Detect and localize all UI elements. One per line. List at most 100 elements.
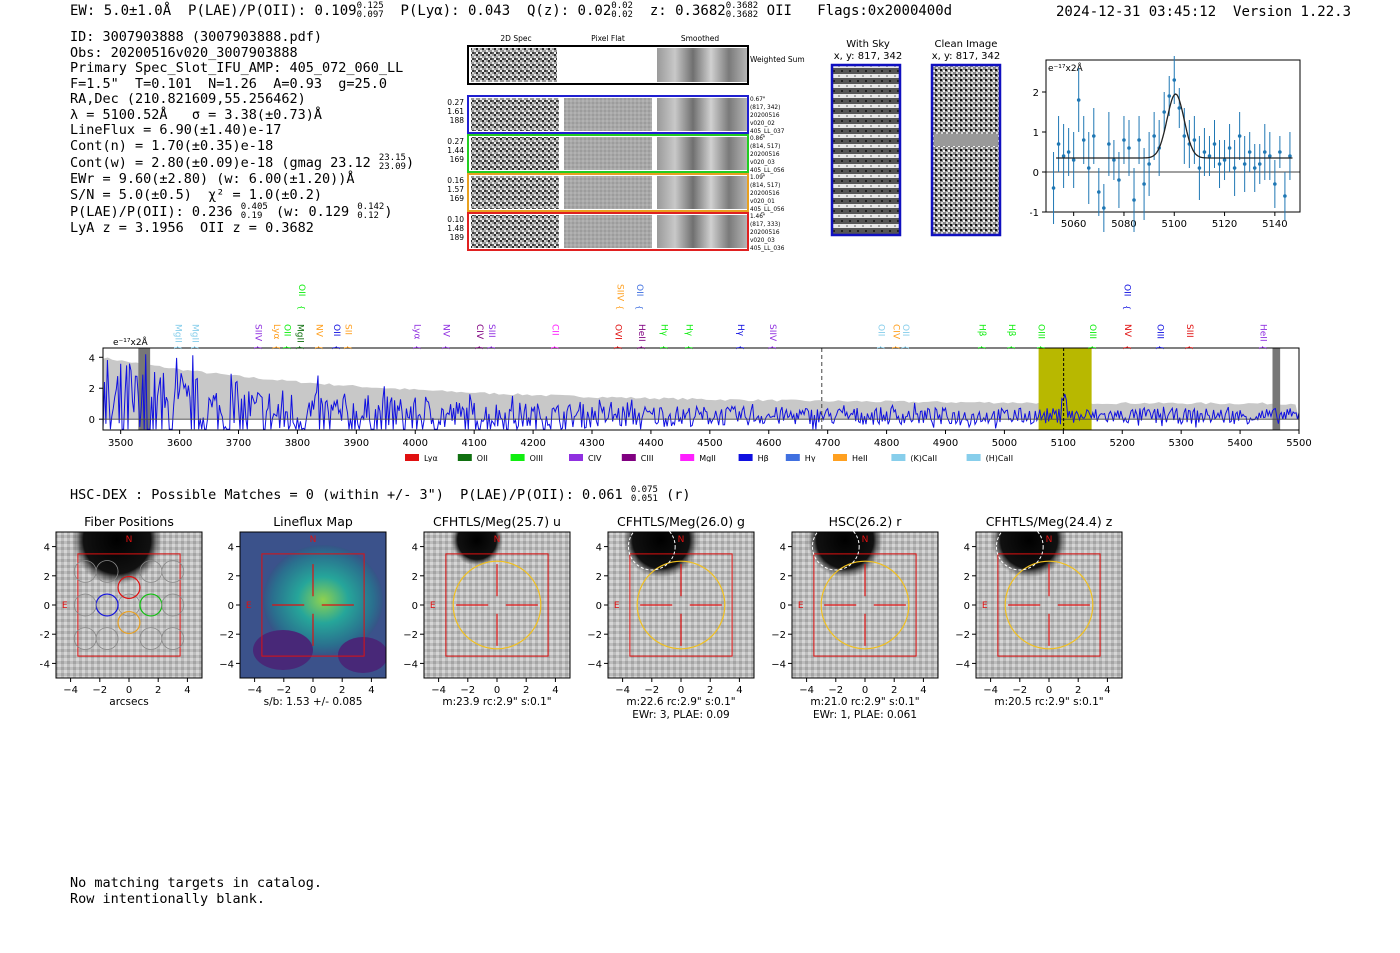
spec-row-left-value: 1.48 bbox=[447, 224, 464, 233]
header-plae: P(LAE)/P(OII): 0.109 bbox=[188, 3, 357, 19]
clean-xy: x, y: 817, 342 bbox=[932, 51, 1001, 62]
spectrum-line-bracket: { bbox=[332, 345, 341, 350]
spec-row-right-value: 20200516 bbox=[750, 191, 780, 197]
stamp-y-tick-label: 0 bbox=[228, 601, 234, 612]
stamp-caption: m:22.6 rc:2.9" s:0.1" bbox=[626, 696, 735, 708]
spectrum-line-bracket: { bbox=[614, 345, 623, 350]
stamp-y-tick-label: 2 bbox=[964, 572, 970, 583]
stamp-y-tick-label: −2 bbox=[40, 630, 50, 641]
stamp-aperture-box bbox=[813, 553, 917, 657]
stamp-title: HSC(26.2) r bbox=[829, 514, 903, 529]
spec-row-left-value: 0.10 bbox=[447, 215, 464, 224]
stamp-caption: m:23.9 rc:2.9" s:0.1" bbox=[442, 696, 551, 708]
col-title-2: Smoothed bbox=[681, 34, 720, 43]
info-sn: S/N = 5.0(±0.5) χ² = 1.0(±0.2) bbox=[70, 186, 322, 203]
zoom-data-point bbox=[1122, 138, 1126, 142]
spectrum-line-label: OII bbox=[900, 324, 910, 336]
spectrum-line-bracket: { bbox=[978, 345, 987, 350]
header-flags: Flags:0x2000400d bbox=[817, 3, 953, 19]
legend-label: CIII bbox=[641, 454, 654, 462]
spectrum-line-bracket: { bbox=[314, 345, 323, 350]
spectrum-line-label: CIV bbox=[474, 324, 484, 340]
zoom-data-point bbox=[1081, 138, 1086, 142]
spectrum-line-label: SIII bbox=[1184, 324, 1194, 338]
spec-row-left-value: 189 bbox=[450, 233, 465, 242]
spectrum-line-bracket: { bbox=[736, 345, 745, 350]
spectrum-y-tick-label: 0 bbox=[89, 415, 95, 426]
spec-row-smoothed bbox=[657, 176, 747, 209]
spectrum-line-label: SIIV bbox=[767, 324, 777, 342]
spectrum-line-label: SIIV bbox=[253, 324, 263, 342]
zoom-data-point bbox=[1217, 162, 1222, 166]
legend-label: HeII bbox=[852, 454, 868, 462]
stamp-y-tick-label: −2 bbox=[219, 630, 234, 641]
spectrum-line-bracket: { bbox=[442, 345, 451, 350]
spectrum-line-label: OIII bbox=[1155, 324, 1165, 339]
spectrum-line-bracket: { bbox=[487, 345, 496, 350]
stamp-x-tick-label: −4 bbox=[615, 685, 630, 696]
zoom-line-fit-chart: e⁻¹⁷x2Å 5060 5080 5100 5120 5140 -1 0 1 2 bbox=[1030, 56, 1301, 232]
zoom-data-point bbox=[1242, 162, 1247, 166]
stamp-match-circle bbox=[636, 560, 726, 650]
header-qz: Q(z): 0.02 bbox=[526, 3, 612, 19]
legend-label: Hβ bbox=[758, 454, 769, 462]
fiber-circle bbox=[161, 560, 185, 583]
stamp-x-tick-label: 2 bbox=[891, 685, 897, 696]
zoom-data-point bbox=[1172, 78, 1177, 82]
spectrum-x-tick-label: 4700 bbox=[815, 438, 840, 449]
stamp-title: CFHTLS/Meg(25.7) u bbox=[433, 514, 561, 529]
legend-label: CIV bbox=[588, 454, 602, 462]
stamp-x-tick-label: −2 bbox=[644, 685, 659, 696]
stamp-image bbox=[608, 532, 754, 678]
spectrum-x-tick-label: 4000 bbox=[403, 438, 428, 449]
zoom-y-tick-label: -1 bbox=[1030, 208, 1039, 219]
zoom-data-point bbox=[1278, 150, 1282, 154]
zoom-data-point bbox=[1268, 154, 1272, 158]
zoom-x-tick-label: 5100 bbox=[1162, 219, 1187, 230]
spectrum-line-label: SII bbox=[343, 324, 353, 335]
spectrum-masked-region bbox=[138, 348, 151, 430]
spectrum-line-label: Hβ bbox=[1006, 324, 1016, 337]
spectrum-highlight-band bbox=[1038, 348, 1092, 430]
spectrum-line-bracket: { bbox=[1123, 305, 1132, 310]
stamp-x-tick-label: −2 bbox=[276, 685, 291, 696]
spectrum-x-tick-label: 4100 bbox=[461, 438, 486, 449]
stamp-y-tick-label: −4 bbox=[403, 659, 418, 670]
spectrum-line-bracket: { bbox=[297, 305, 306, 310]
footer-notes: No matching targets in catalog. Row inte… bbox=[70, 875, 322, 907]
spectrum-x-tick-label: 5500 bbox=[1286, 438, 1311, 449]
spectrum-x-tick-label: 3600 bbox=[167, 438, 192, 449]
imaging-stamps: Fiber Positions N E −4 −4 −2 −2 0 0 2 2 4 4 arcsecs Li… bbox=[40, 514, 1123, 721]
spectrum-x-tick-label: 3700 bbox=[226, 438, 251, 449]
stamp-x-tick-label: −2 bbox=[460, 685, 475, 696]
legend-label: OIII bbox=[530, 454, 543, 462]
spec-row-left-value: 1.44 bbox=[447, 146, 464, 155]
header-plae-bounds: 0.125 0.097 bbox=[356, 1, 384, 20]
header-z: z: 0.3682 bbox=[649, 3, 726, 19]
stamp-x-tick-label: −4 bbox=[799, 685, 814, 696]
stamp-y-tick-label: 4 bbox=[228, 543, 234, 554]
stamp-x-tick-label: −4 bbox=[63, 685, 78, 696]
spectrum-line-label: OIII bbox=[1087, 324, 1097, 339]
stamp-match-circle bbox=[820, 560, 910, 650]
spectrum-line-label: OII bbox=[1122, 284, 1132, 296]
spectrum-line-bracket: { bbox=[413, 345, 422, 350]
spec-row-right-value: (817, 333) bbox=[750, 222, 780, 228]
spec-row-smoothed bbox=[657, 98, 747, 131]
detection-info: ID: 3007903888 (3007903888.pdf) Obs: 202… bbox=[70, 29, 414, 237]
spec-row-right-value: (814, 517) bbox=[750, 183, 780, 189]
stamp-y-tick-label: 0 bbox=[412, 601, 418, 612]
spec-row-left-value: 169 bbox=[450, 155, 465, 164]
spectrum-x-tick-label: 3500 bbox=[108, 438, 133, 449]
legend-swatch bbox=[510, 454, 525, 461]
legend-swatch bbox=[457, 454, 472, 461]
stamp-x-tick-label: 2 bbox=[1075, 685, 1081, 696]
legend-label: Hγ bbox=[805, 454, 816, 462]
spec-row-right-value: 1.09" bbox=[750, 175, 766, 181]
spectrum-line-label: Hγ bbox=[683, 324, 693, 337]
stamp-y-tick-label: −2 bbox=[771, 630, 786, 641]
spec-row-right-value: 20200516 bbox=[750, 230, 780, 236]
zoom-data-point bbox=[1127, 146, 1131, 150]
info-plae: P(LAE)/P(OII): 0.236 0.405 0.19 (w: 0.129… bbox=[70, 202, 393, 221]
stamp-y-tick-label: −4 bbox=[955, 659, 970, 670]
